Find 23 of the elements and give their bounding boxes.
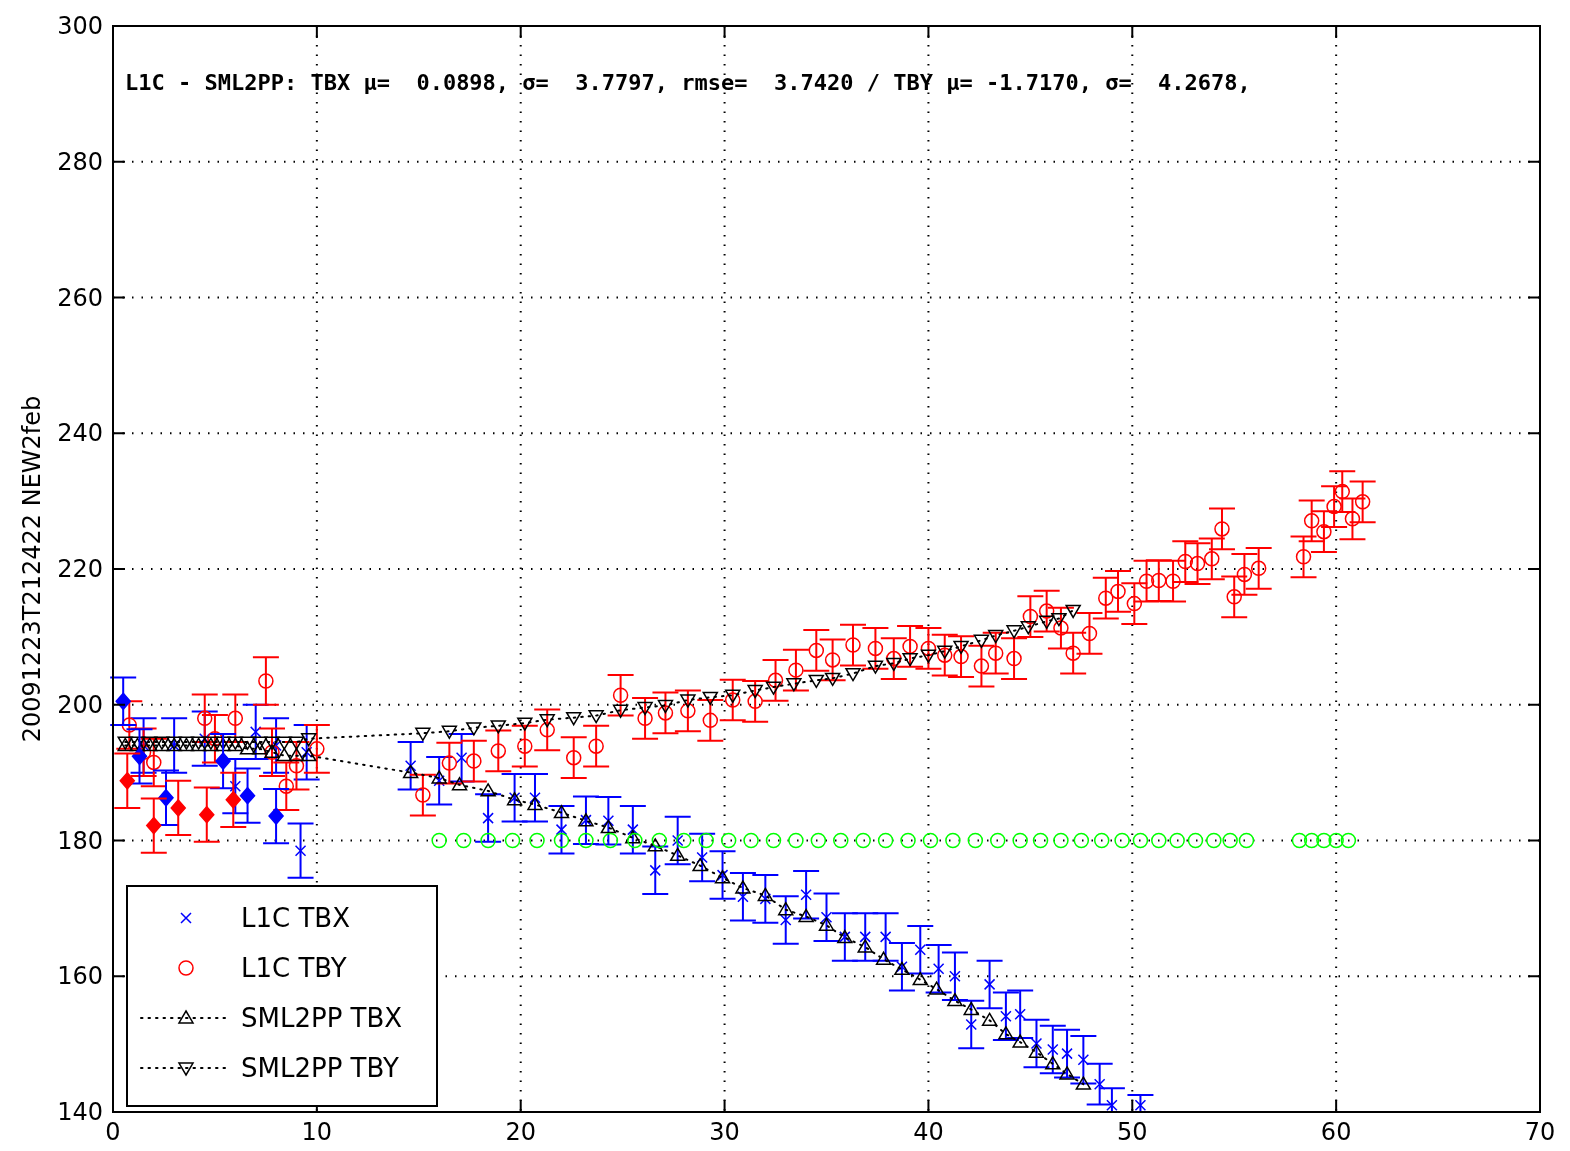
y-axis-title: 20091223T212422 NEW2feb: [18, 395, 46, 743]
x-tick-label: 70: [1524, 1118, 1556, 1146]
legend-label: SML2PP TBX: [241, 1003, 403, 1033]
x-tick-label: 50: [1117, 1118, 1148, 1146]
y-tick-label: 280: [57, 147, 103, 176]
y-tick-label: 220: [57, 555, 103, 583]
annotation: L1C - SML2PP: TBX μ= 0.0898, σ= 3.7797, rmse= 3.7420 / TBY μ= -1.7170, σ= 4.2678,: [125, 70, 1251, 95]
x-tick-label: 40: [913, 1118, 944, 1146]
legend-label: L1C TBY: [241, 953, 347, 983]
y-tick-label: 180: [57, 826, 103, 855]
legend-label: L1C TBX: [241, 903, 350, 933]
y-tick-label: 260: [57, 283, 103, 312]
x-tick-label: 20: [505, 1118, 536, 1146]
y-tick-label: 300: [57, 12, 103, 40]
y-tick-label: 240: [57, 419, 103, 448]
legend-label: SML2PP TBY: [241, 1053, 399, 1083]
x-tick-label: 30: [709, 1118, 740, 1146]
y-tick-label: 160: [57, 962, 103, 991]
x-tick-label: 0: [105, 1118, 121, 1146]
x-tick-label: 10: [301, 1118, 333, 1146]
x-tick-label: 60: [1320, 1118, 1352, 1146]
y-tick-label: 140: [57, 1098, 103, 1126]
y-tick-label: 200: [57, 690, 103, 719]
